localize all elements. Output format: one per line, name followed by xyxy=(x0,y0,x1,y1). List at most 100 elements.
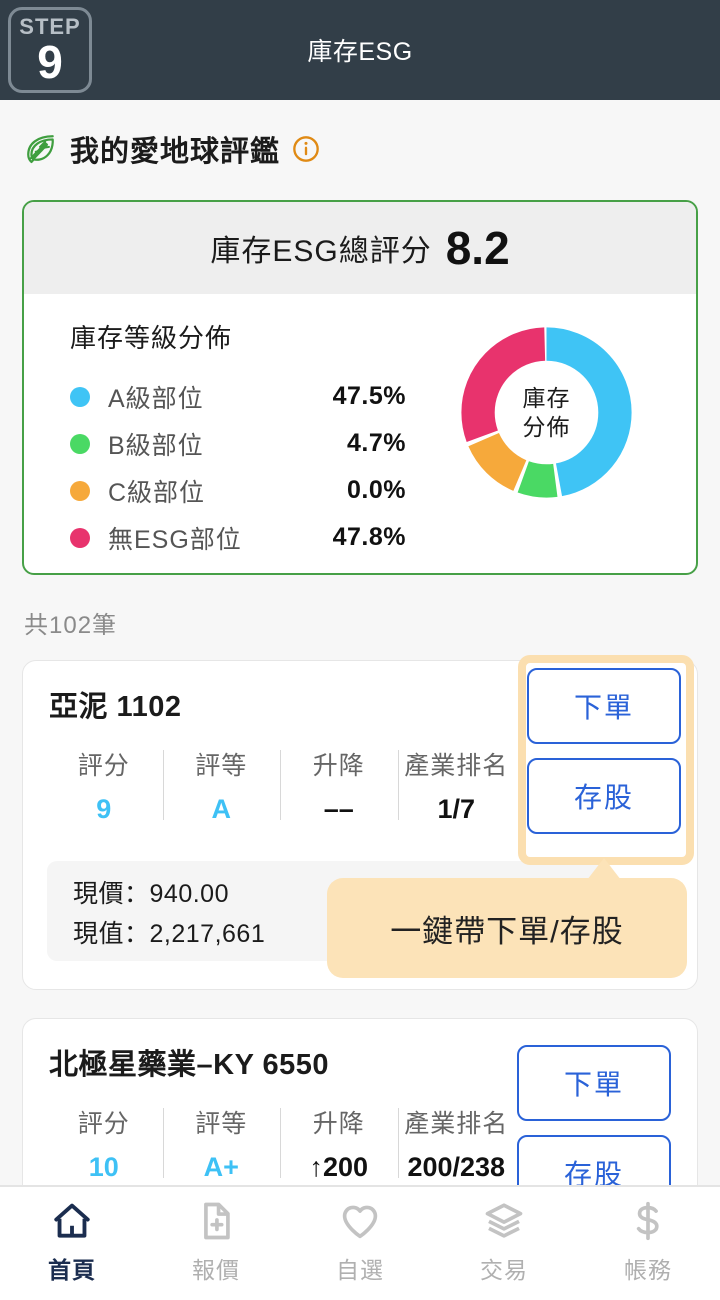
app-header: STEP 9 庫存ESG xyxy=(0,0,720,100)
metric-label-change: 升降 xyxy=(312,752,365,780)
legend-dot-none xyxy=(70,527,90,548)
donut-center-label: 庫存 分佈 xyxy=(454,320,639,505)
order-button[interactable]: 下單 xyxy=(527,668,681,744)
metric-label-score: 評分 xyxy=(77,1110,130,1138)
bottom-navigation: 首頁 報價 自選 xyxy=(0,1185,720,1300)
nav-item-home[interactable]: 首頁 xyxy=(0,1199,144,1285)
metric-value-grade: A+ xyxy=(203,1152,239,1182)
metric-change: 升降 ↑200 xyxy=(280,1104,398,1183)
metric-label-change: 升降 xyxy=(312,1110,365,1138)
legend-label-b: B級部位 xyxy=(108,431,204,460)
stock-name: 亞泥 1102 xyxy=(49,691,182,723)
nav-label-watchlist: 自選 xyxy=(336,1257,384,1283)
metric-rank: 產業排名 200/238 xyxy=(397,1104,516,1183)
nav-item-account[interactable]: 帳務 xyxy=(576,1199,720,1285)
tooltip-arrow xyxy=(587,858,621,880)
metric-value-change: ↑200 xyxy=(309,1152,369,1182)
legend-value-b: 4.7% xyxy=(347,429,406,457)
home-icon xyxy=(50,1199,94,1243)
metric-value-score: 9 xyxy=(96,794,112,824)
distribution-title: 庫存等級分佈 xyxy=(70,323,233,353)
legend-dot-a xyxy=(70,386,90,407)
document-plus-icon xyxy=(194,1199,238,1243)
section-header: 我的愛地球評鑑 xyxy=(24,128,320,170)
metric-value-grade: A xyxy=(211,794,232,824)
donut-segment-a xyxy=(461,327,632,498)
tooltip-callout: 一鍵帶下單/存股 xyxy=(327,878,687,978)
info-icon[interactable] xyxy=(292,135,320,163)
nav-label-account: 帳務 xyxy=(624,1257,672,1283)
donut-chart: 庫存 分佈 xyxy=(454,320,639,505)
legend-item-c: C級部位 0.0% xyxy=(70,467,444,514)
stock-name: 北極星藥業–KY 6550 xyxy=(49,1049,329,1081)
metric-grade: 評等 A xyxy=(162,746,281,825)
legend-item-a: A級部位 47.5% xyxy=(70,373,444,420)
step-badge: STEP 9 xyxy=(8,7,92,93)
section-title: 我的愛地球評鑑 xyxy=(70,136,281,168)
esg-summary-card: 庫存ESG總評分 8.2 庫存等級分佈 A級部位 47.5% B級部位 4.7% xyxy=(22,200,698,575)
step-number: 9 xyxy=(37,35,63,88)
donut-segment-none xyxy=(461,327,632,498)
metric-score: 評分 9 xyxy=(45,746,163,825)
metric-change: 升降 –– xyxy=(280,746,398,825)
metric-value-change: –– xyxy=(323,794,354,824)
esg-score-label: 庫存ESG總評分 xyxy=(210,235,432,268)
nav-item-quote[interactable]: 報價 xyxy=(144,1199,288,1285)
leaf-icon xyxy=(24,132,58,166)
metric-grade: 評等 A+ xyxy=(162,1104,281,1183)
metric-value-rank: 1/7 xyxy=(437,794,476,824)
metric-label-rank: 產業排名 xyxy=(404,752,509,780)
legend-item-b: B級部位 4.7% xyxy=(70,420,444,467)
metric-label-rank: 產業排名 xyxy=(404,1110,509,1138)
metric-label-score: 評分 xyxy=(77,752,130,780)
esg-chart-panel: 庫存 分佈 xyxy=(444,318,696,561)
tooltip-text: 一鍵帶下單/存股 xyxy=(390,913,624,949)
action-buttons-highlight: 下單 存股 xyxy=(518,655,694,865)
stock-metrics: 評分 10 評等 A+ 升降 ↑200 產業排名 200/238 xyxy=(45,1104,515,1183)
legend-value-a: 47.5% xyxy=(332,382,406,410)
donut-center-line2: 分佈 xyxy=(522,413,571,440)
legend-item-none: 無ESG部位 47.8% xyxy=(70,514,444,561)
dollar-icon xyxy=(626,1199,670,1243)
page-title: 庫存ESG xyxy=(307,38,413,66)
legend-dot-b xyxy=(70,433,90,454)
nav-label-home: 首頁 xyxy=(48,1257,96,1283)
metric-label-grade: 評等 xyxy=(195,752,248,780)
metric-value-rank: 200/238 xyxy=(407,1152,506,1182)
legend-label-c: C級部位 xyxy=(108,478,206,507)
legend-label-none: 無ESG部位 xyxy=(108,525,242,554)
legend-value-none: 47.8% xyxy=(332,523,406,551)
save-stock-button[interactable]: 存股 xyxy=(527,758,681,834)
order-button[interactable]: 下單 xyxy=(517,1045,671,1121)
stock-action-buttons: 下單 存股 xyxy=(517,1045,671,1211)
market-value-label: 現值： xyxy=(73,919,150,948)
esg-distribution-body: 庫存等級分佈 A級部位 47.5% B級部位 4.7% C級部位 0.0% xyxy=(24,294,696,561)
esg-score-value: 8.2 xyxy=(445,222,510,274)
price-label: 現價： xyxy=(73,880,150,908)
result-count: 共102筆 xyxy=(24,612,118,639)
donut-center-line1: 庫存 xyxy=(522,384,571,411)
nav-item-trade[interactable]: 交易 xyxy=(432,1199,576,1285)
metric-value-score: 10 xyxy=(88,1152,119,1182)
nav-label-trade: 交易 xyxy=(480,1257,528,1283)
donut-segment-b xyxy=(461,327,632,498)
nav-label-quote: 報價 xyxy=(192,1257,240,1283)
step-word: STEP xyxy=(19,13,81,39)
price-line: 現價：940.00 xyxy=(73,875,607,915)
stock-action-buttons: 下單 存股 xyxy=(527,668,681,834)
metric-score: 評分 10 xyxy=(45,1104,163,1183)
metric-rank: 產業排名 1/7 xyxy=(397,746,516,825)
stock-metrics: 評分 9 評等 A 升降 –– 產業排名 1/7 xyxy=(45,746,515,825)
market-value-line: 現值：2,217,661 xyxy=(73,915,607,955)
esg-score-header: 庫存ESG總評分 8.2 xyxy=(24,202,696,294)
legend-dot-c xyxy=(70,480,90,501)
esg-legend-panel: 庫存等級分佈 A級部位 47.5% B級部位 4.7% C級部位 0.0% xyxy=(24,318,444,561)
heart-icon xyxy=(338,1199,382,1243)
metric-label-grade: 評等 xyxy=(195,1110,248,1138)
market-value-value: 2,217,661 xyxy=(149,919,266,948)
legend-value-c: 0.0% xyxy=(347,476,406,504)
nav-item-watchlist[interactable]: 自選 xyxy=(288,1199,432,1285)
layers-icon xyxy=(482,1199,526,1243)
legend-label-a: A級部位 xyxy=(108,384,204,413)
